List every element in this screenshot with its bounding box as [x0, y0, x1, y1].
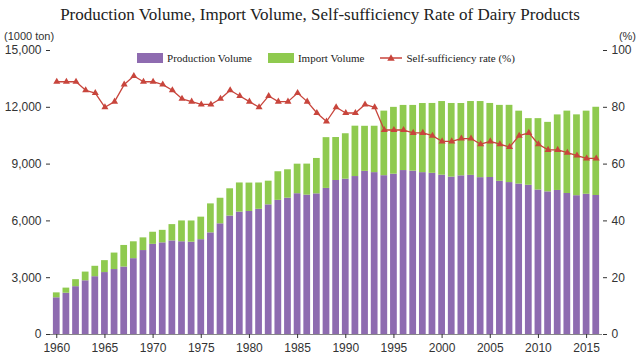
svg-text:1960: 1960: [43, 341, 70, 355]
svg-text:2015: 2015: [573, 341, 600, 355]
svg-text:100: 100: [612, 43, 632, 57]
svg-text:1980: 1980: [236, 341, 263, 355]
svg-text:1985: 1985: [284, 341, 311, 355]
svg-text:2010: 2010: [525, 341, 552, 355]
svg-text:2000: 2000: [429, 341, 456, 355]
html-text:Self-sufficiency rate (%): Self-sufficiency rate (%): [406, 52, 515, 64]
svg-text:1995: 1995: [381, 341, 408, 355]
svg-text:20: 20: [612, 271, 626, 285]
svg-text:2005: 2005: [477, 341, 504, 355]
svg-text:0: 0: [35, 327, 42, 341]
svg-text:0: 0: [612, 327, 619, 341]
svg-text:1975: 1975: [188, 341, 215, 355]
html-text:Import Volume: Import Volume: [297, 52, 365, 64]
html-text:Production Volume: Production Volume: [167, 52, 252, 64]
svg-text:15,000: 15,000: [5, 43, 42, 57]
svg-text:40: 40: [612, 214, 626, 228]
svg-text:80: 80: [612, 100, 626, 114]
svg-text:1965: 1965: [92, 341, 119, 355]
html-text:Production Volume, Import Volu: Production Volume, Import Volume, Self-s…: [60, 5, 580, 24]
html-text:(1000 ton): (1000 ton): [4, 30, 55, 42]
svg-text:3,000: 3,000: [11, 271, 41, 285]
svg-text:6,000: 6,000: [11, 214, 41, 228]
svg-text:9,000: 9,000: [11, 157, 41, 171]
svg-text:60: 60: [612, 157, 626, 171]
svg-text:12,000: 12,000: [5, 100, 42, 114]
svg-text:1990: 1990: [332, 341, 359, 355]
svg-text:1970: 1970: [140, 341, 167, 355]
